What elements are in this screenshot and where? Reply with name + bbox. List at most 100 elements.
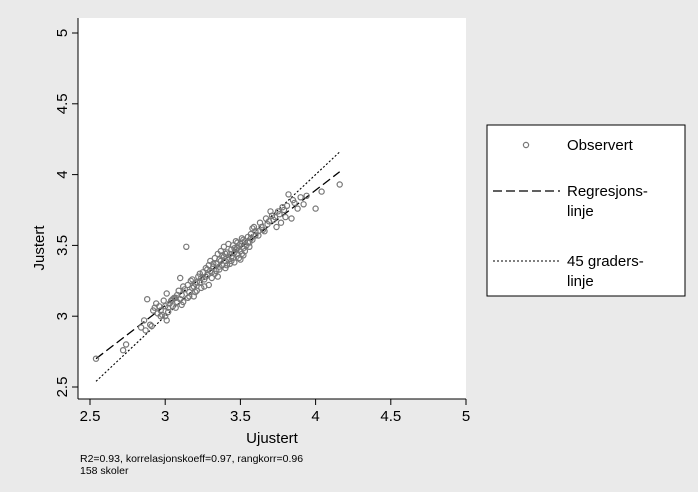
data-point <box>255 227 262 235</box>
data-point <box>261 227 268 235</box>
data-point <box>223 262 231 269</box>
data-point <box>246 243 253 250</box>
data-point <box>255 232 262 239</box>
data-point <box>205 262 212 269</box>
y-tick-label: 4 <box>54 170 71 178</box>
data-point <box>249 225 256 232</box>
data-point <box>148 322 155 330</box>
data-point <box>265 218 273 225</box>
y-tick-label: 3 <box>54 312 71 320</box>
data-point <box>202 273 209 280</box>
legend-label: Observert <box>567 137 634 154</box>
data-point <box>192 288 199 296</box>
data-point <box>231 244 238 252</box>
data-point <box>122 341 130 348</box>
data-point <box>184 294 191 301</box>
data-point <box>234 239 241 246</box>
data-point <box>201 283 208 290</box>
x-tick-label: 4.5 <box>380 408 401 425</box>
data-point <box>172 304 179 311</box>
data-point <box>216 263 223 270</box>
axes: 2.5 3 3.5 4 4.5 5 2.5 3 3.5 4 4.5 5 <box>54 18 470 425</box>
data-point <box>176 274 184 282</box>
y-tick-label: 2.5 <box>54 377 71 398</box>
data-point <box>137 324 145 331</box>
data-point <box>280 206 288 214</box>
data-point <box>294 205 301 212</box>
x-tick-label: 4 <box>311 408 319 425</box>
x-tick-label: 2.5 <box>80 408 101 425</box>
data-point <box>237 240 244 248</box>
data-point <box>214 273 221 280</box>
data-point <box>268 212 276 219</box>
data-point <box>219 252 226 259</box>
data-point <box>146 321 154 328</box>
data-point <box>164 308 172 316</box>
legend-label: 45 graders- <box>567 253 644 270</box>
data-point <box>179 283 187 290</box>
data-point <box>216 266 223 273</box>
data-point <box>157 313 164 320</box>
data-point <box>274 208 282 215</box>
data-point <box>189 284 196 292</box>
data-point <box>271 213 279 221</box>
legend-label: linje <box>567 203 594 220</box>
data-point <box>250 223 258 231</box>
data-point <box>222 250 229 258</box>
data-point <box>142 327 149 334</box>
data-point <box>289 196 297 204</box>
data-point <box>216 256 223 263</box>
data-point <box>220 243 228 250</box>
data-point <box>186 293 193 300</box>
data-point <box>223 249 231 256</box>
data-point <box>240 236 247 243</box>
data-point <box>288 215 295 222</box>
data-point <box>237 256 244 263</box>
data-point <box>249 236 256 243</box>
x-tick-label: 5 <box>462 408 470 425</box>
data-point <box>172 294 179 301</box>
note-line-1: R2=0.93, korrelasjonskoeff=0.97, rangkor… <box>80 453 303 465</box>
data-point <box>183 243 190 250</box>
data-point <box>300 201 307 208</box>
data-point <box>256 219 264 226</box>
data-point <box>217 257 224 265</box>
x-axis-label: Ujustert <box>246 430 299 447</box>
x-tick-label: 3 <box>161 408 169 425</box>
data-point <box>187 277 194 284</box>
data-point <box>143 296 151 303</box>
y-tick-label: 5 <box>54 29 71 37</box>
data-point <box>198 284 205 292</box>
data-point <box>164 304 172 311</box>
data-point <box>190 283 197 290</box>
data-point <box>252 232 259 239</box>
data-point <box>178 291 185 299</box>
data-point <box>158 311 166 318</box>
data-point <box>119 347 127 354</box>
data-point <box>241 247 249 255</box>
y-axis-label: Justert <box>31 225 48 271</box>
observed-points <box>92 181 343 362</box>
data-point <box>297 194 304 201</box>
note-line-2: 158 skoler <box>80 465 129 477</box>
data-point <box>285 191 292 198</box>
data-point <box>247 235 255 242</box>
legend-label: Regresjons- <box>567 183 648 200</box>
data-point <box>282 213 289 221</box>
data-point <box>277 219 285 226</box>
data-point <box>169 296 176 303</box>
data-point <box>235 254 243 262</box>
data-point <box>228 257 235 265</box>
data-point <box>196 270 203 277</box>
data-point <box>312 205 319 212</box>
data-point <box>161 303 169 310</box>
legend: Observert Regresjons-linje 45 graders-linj… <box>486 124 686 297</box>
legend-label: linje <box>567 273 594 290</box>
data-point <box>336 181 343 188</box>
legend-marker-observed <box>522 141 530 149</box>
y-tick-label: 4.5 <box>54 93 71 114</box>
data-point <box>140 317 148 324</box>
legend-box <box>486 124 686 297</box>
data-point <box>232 237 240 245</box>
